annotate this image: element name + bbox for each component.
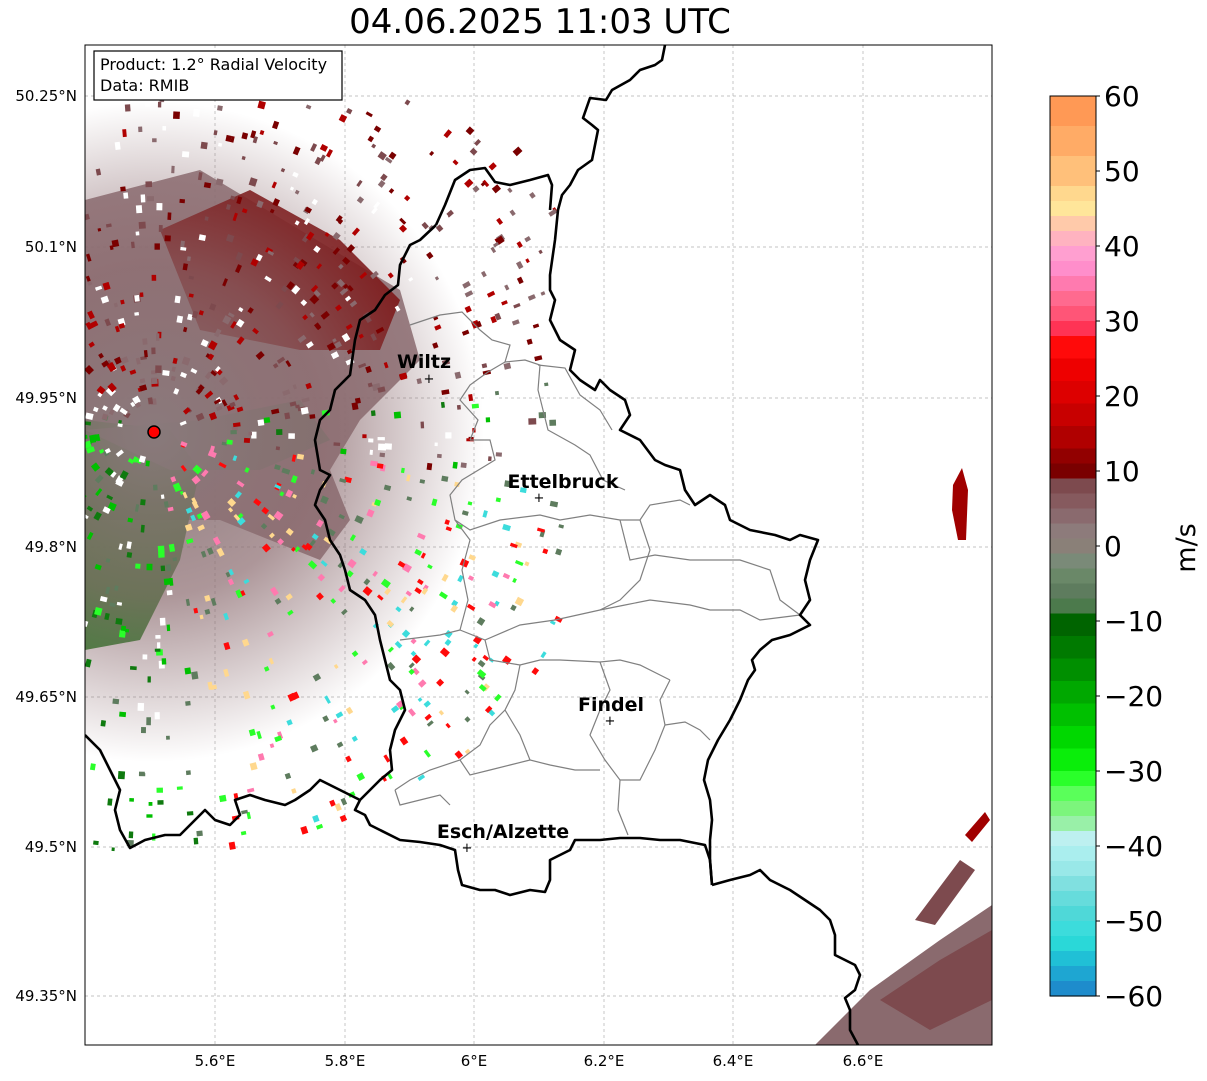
product-line: Product: 1.2° Radial Velocity	[100, 55, 327, 74]
lon-tick-labels: 5.6°E 5.8°E 6°E 6.2°E 6.4°E 6.6°E	[195, 1052, 884, 1070]
map-frame	[84, 44, 993, 1046]
figure-title: 04.06.2025 11:03 UTC	[349, 2, 731, 42]
findel-marker: +	[605, 714, 616, 729]
lat-tick: 49.8°N	[25, 538, 77, 556]
ettelbruck-marker: +	[534, 491, 545, 506]
lat-tick: 50.1°N	[25, 238, 77, 256]
country-borders	[85, 45, 862, 1045]
colorbar-unit-label: m/s	[1171, 523, 1202, 572]
lat-tick: 49.95°N	[15, 389, 77, 407]
cbar-tick: 20	[1104, 380, 1140, 413]
place-labels: Wiltz Ettelbruck Findel Esch/Alzette	[397, 351, 644, 843]
echo-east	[815, 468, 992, 1045]
lat-tick: 49.5°N	[25, 838, 77, 856]
cbar-tick: 10	[1104, 455, 1140, 488]
cbar-tick: 50	[1104, 155, 1140, 188]
cbar-tick: 30	[1104, 305, 1140, 338]
canton-boundaries	[394, 311, 801, 836]
cbar-tick: 60	[1104, 80, 1140, 113]
esch-marker: +	[462, 841, 473, 856]
lon-tick: 5.8°E	[325, 1052, 366, 1070]
lon-tick: 6°E	[461, 1052, 488, 1070]
cbar-tick: −10	[1104, 605, 1163, 638]
lon-tick: 5.6°E	[195, 1052, 236, 1070]
cbar-tick: −50	[1104, 905, 1163, 938]
lon-tick: 6.4°E	[713, 1052, 754, 1070]
lon-tick: 6.2°E	[584, 1052, 625, 1070]
radar-site-marker	[147, 425, 161, 439]
lat-tick: 50.25°N	[15, 87, 77, 105]
lat-tick: 49.65°N	[15, 688, 77, 706]
data-source-line: Data: RMIB	[100, 76, 189, 95]
product-info-box: Product: 1.2° Radial Velocity Data: RMIB	[93, 50, 343, 101]
cbar-tick: −20	[1104, 680, 1163, 713]
cbar-tick: −30	[1104, 755, 1163, 788]
cbar-tick: 40	[1104, 230, 1140, 263]
wiltz-marker: +	[424, 372, 435, 387]
place-label-esch: Esch/Alzette	[437, 821, 569, 843]
place-label-ettelbruck: Ettelbruck	[508, 471, 619, 493]
colorbar-bands	[1050, 96, 1096, 997]
lat-tick: 49.35°N	[15, 987, 77, 1005]
colorbar-ticks: 60 50 40 30 20 10 0 −10 −20 −30 −40 −50 …	[1104, 80, 1163, 1013]
cbar-tick: −60	[1104, 980, 1163, 1013]
radar-speckles	[85, 92, 565, 856]
place-markers: + + + +	[424, 372, 616, 856]
cbar-tick: −40	[1104, 830, 1163, 863]
place-label-wiltz: Wiltz	[397, 351, 451, 373]
cbar-tick: 0	[1104, 530, 1122, 563]
lat-tick-labels: 50.25°N 50.1°N 49.95°N 49.8°N 49.65°N 49…	[15, 87, 77, 1005]
colorbar: 60 50 40 30 20 10 0 −10 −20 −30 −40 −50 …	[1049, 80, 1202, 1013]
place-label-findel: Findel	[578, 694, 644, 716]
lon-tick: 6.6°E	[843, 1052, 884, 1070]
